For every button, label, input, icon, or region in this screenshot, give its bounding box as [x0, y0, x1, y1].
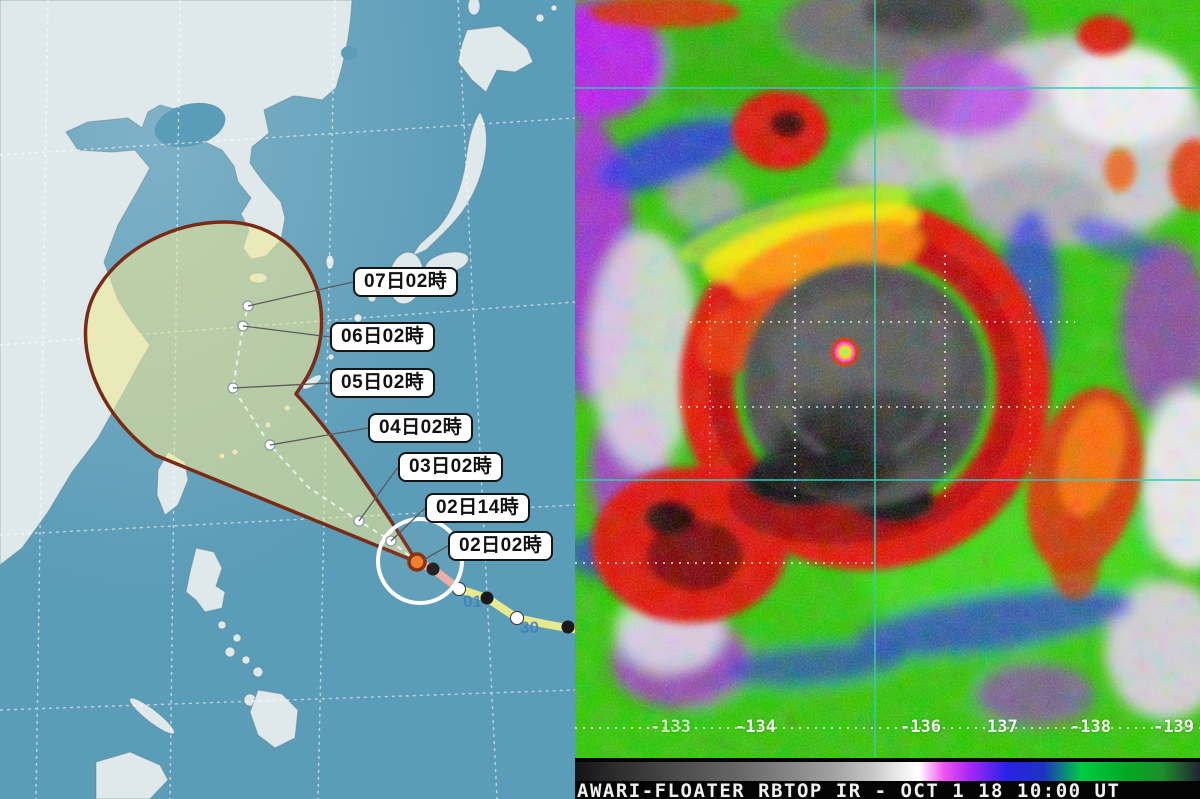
- track-map-canvas: [0, 0, 575, 799]
- lake: [341, 46, 357, 60]
- island: [232, 633, 242, 643]
- ir-noise-fine: [575, 0, 1200, 760]
- island-palawan: [129, 697, 175, 735]
- past-track-points: [426, 562, 575, 634]
- satellite-ir-canvas: [575, 0, 1200, 799]
- island: [217, 620, 227, 630]
- crosshair-lines: [575, 0, 1200, 762]
- satellite-ir-panel: -133 -134 -136 137 -138 -139 AWARI-FLOAT…: [575, 0, 1200, 799]
- bohai-sea: [154, 102, 226, 148]
- forecast-label-03-02: 03日02時: [398, 452, 504, 482]
- landmass-hokkaido: [457, 25, 534, 93]
- forecast-track-line: [231, 305, 418, 563]
- island: [467, 0, 481, 16]
- forecast-label-02-14: 02日14時: [425, 493, 531, 523]
- label-leader-lines: [232, 281, 449, 561]
- island: [325, 254, 335, 270]
- ir-temperature-colorbar: [575, 762, 1200, 781]
- island: [550, 4, 558, 12]
- forecast-label-06-02: 06日02時: [330, 322, 436, 352]
- landmass-honshu: [410, 111, 487, 258]
- longitude-label: -139: [1153, 717, 1194, 737]
- forecast-label-04-02: 04日02時: [368, 413, 474, 443]
- island: [327, 353, 335, 361]
- island: [535, 13, 545, 23]
- forecast-label-05-02: 05日02時: [330, 368, 436, 398]
- island-okinawa: [302, 374, 322, 390]
- track-date-30: 30: [520, 618, 539, 637]
- satellite-grid-dots: [575, 255, 1200, 729]
- track-date-01: 01: [463, 592, 482, 611]
- satellite-caption: AWARI-FLOATER RBTOP IR - OCT 1 18 10:00 …: [577, 780, 1121, 799]
- island: [224, 646, 236, 658]
- landmass-luzon: [185, 547, 226, 613]
- island: [252, 666, 264, 678]
- longitude-label: 137: [987, 717, 1018, 737]
- typhoon-track-map: 07日02時 06日02時 05日02時 04日02時 03日02時 02日14…: [0, 0, 575, 799]
- longitude-label: -134: [735, 717, 776, 737]
- current-position-marker: [407, 552, 427, 572]
- forecast-cone: [83, 220, 419, 564]
- landmass-mindanao: [249, 689, 299, 749]
- longitude-label: -133: [650, 717, 691, 737]
- longitude-label: -138: [1070, 717, 1111, 737]
- landmass-borneo: [95, 751, 169, 799]
- forecast-label-02-02: 02日02時: [448, 531, 554, 561]
- forecast-label-07-02: 07日02時: [353, 267, 459, 297]
- longitude-label: -136: [900, 717, 941, 737]
- island: [241, 655, 251, 665]
